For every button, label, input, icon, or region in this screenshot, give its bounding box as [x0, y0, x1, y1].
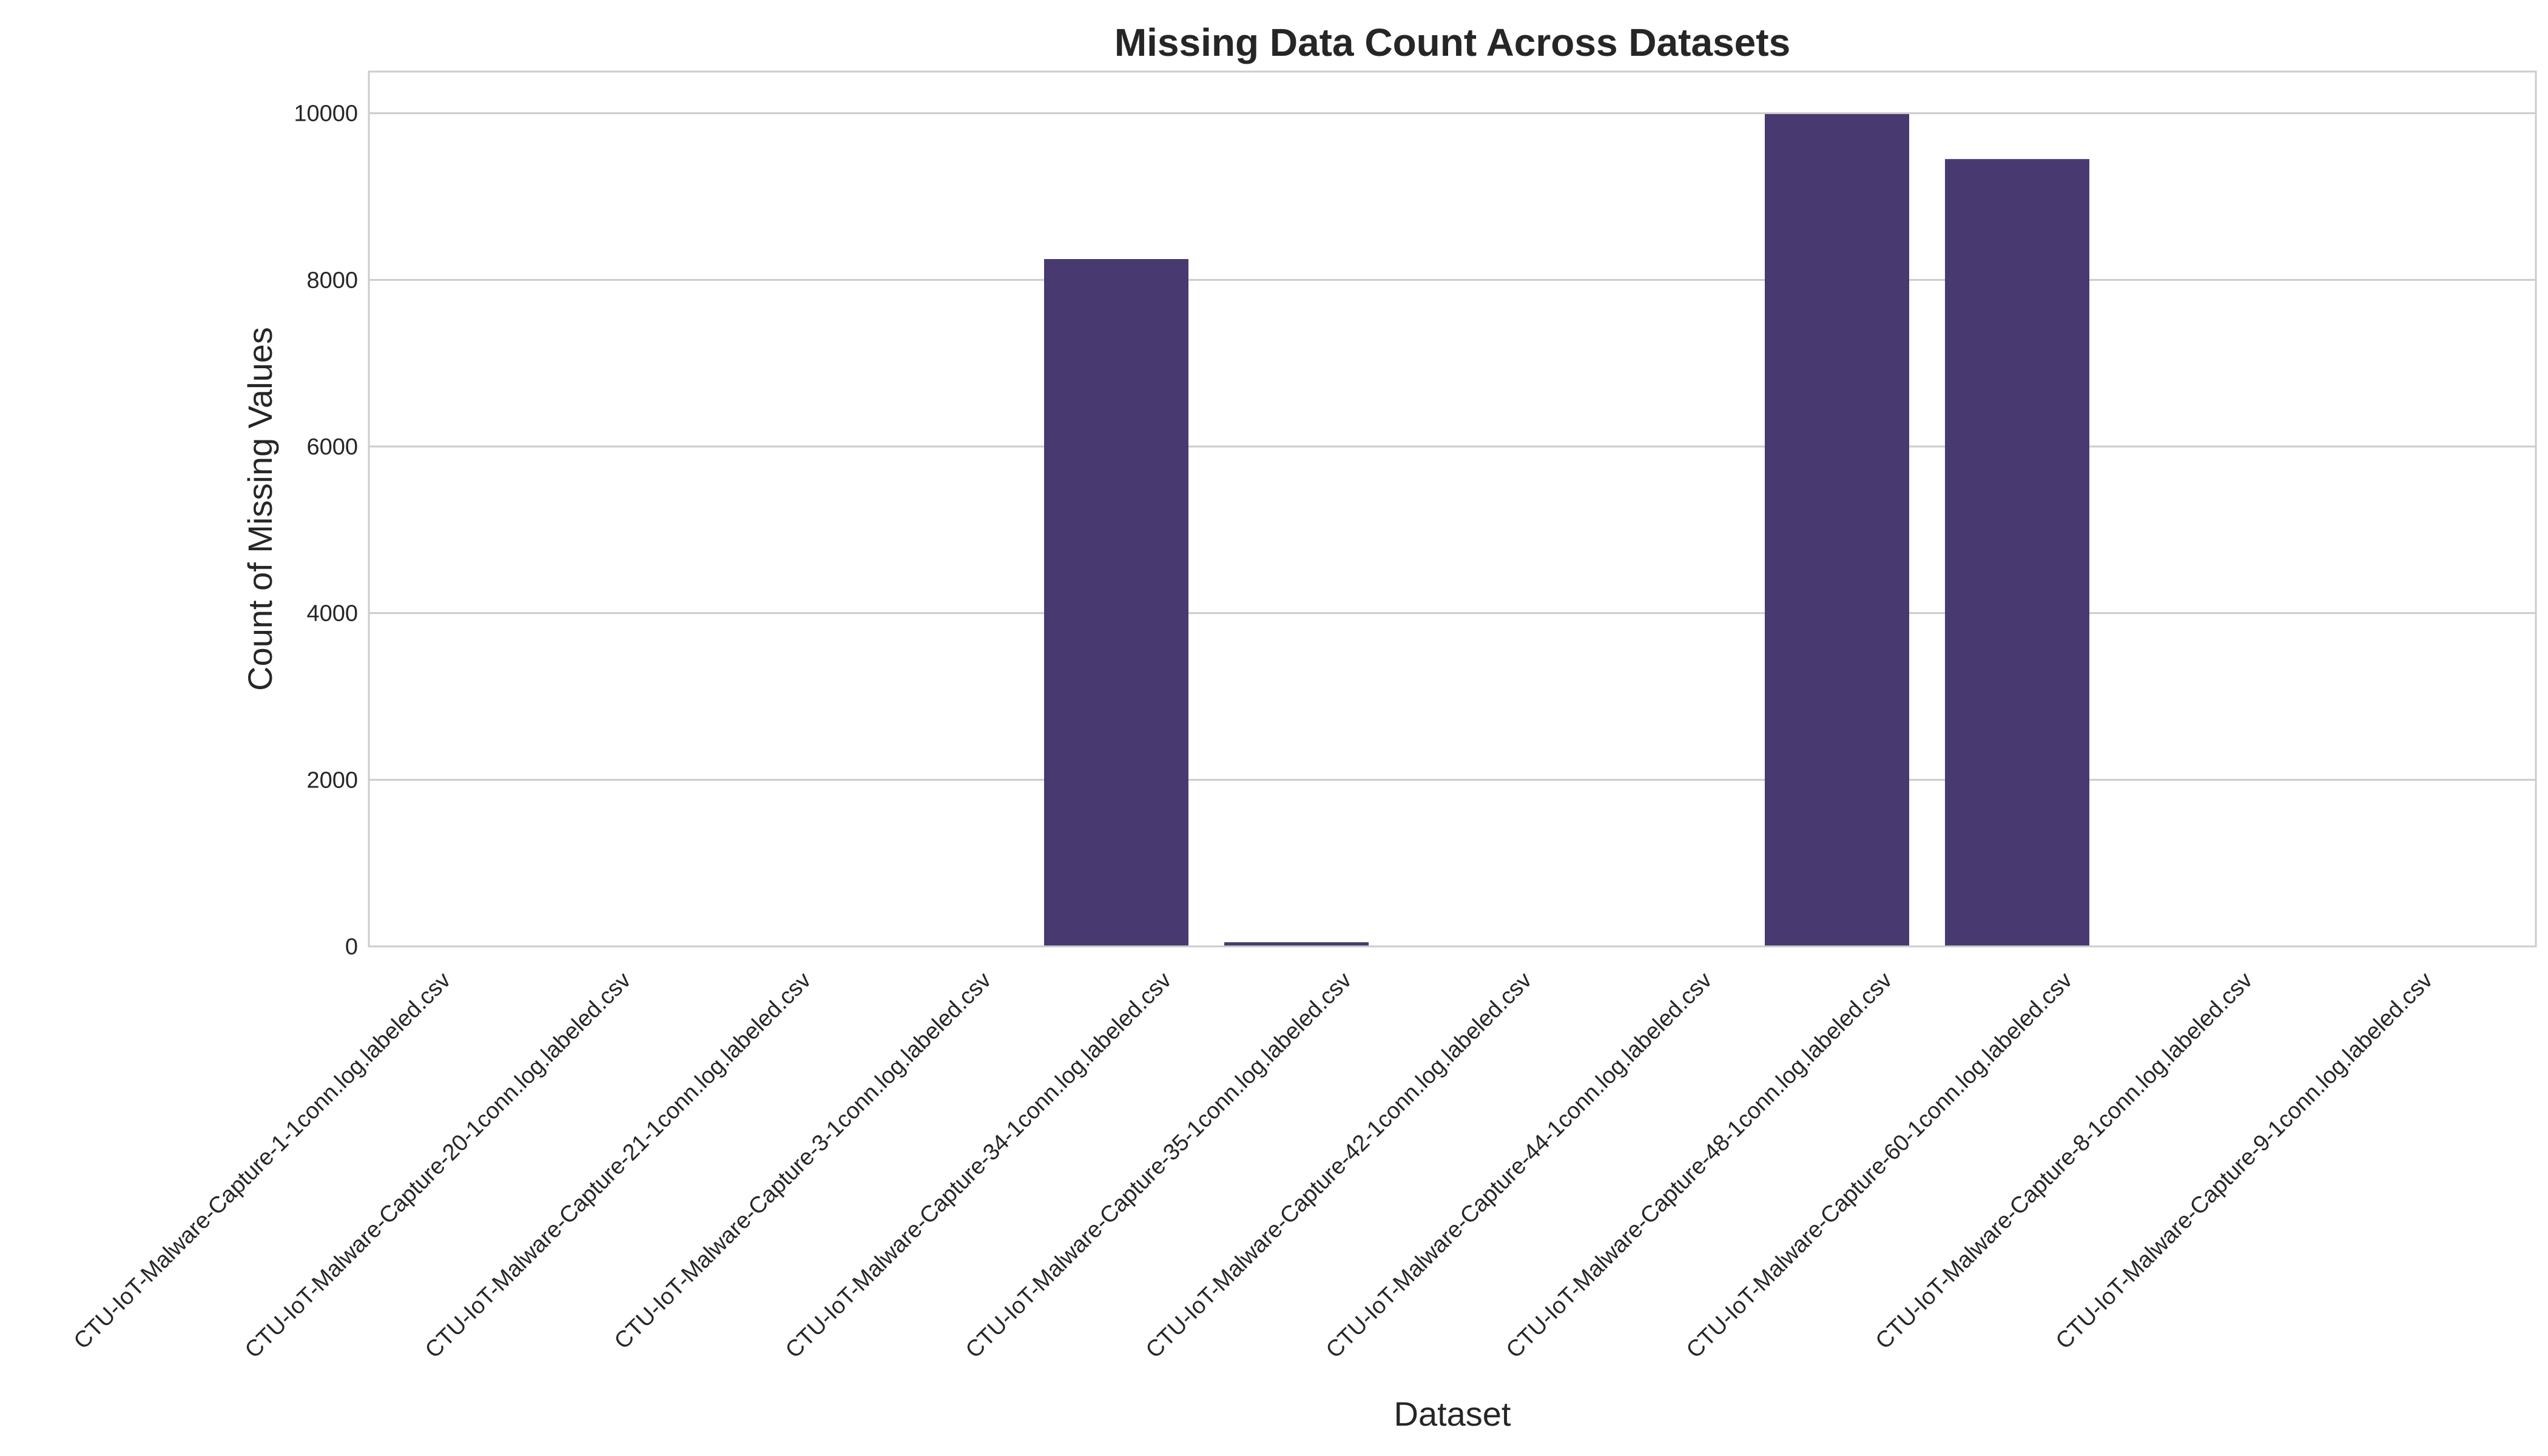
y-tick-label: 0 — [345, 934, 358, 960]
chart-title: Missing Data Count Across Datasets — [1114, 21, 1790, 64]
x-tick-label: CTU-IoT-Malware-Capture-48-1conn.log.lab… — [1502, 968, 1897, 1363]
bar — [1945, 159, 2089, 947]
x-tick-label: CTU-IoT-Malware-Capture-35-1conn.log.lab… — [961, 968, 1357, 1363]
x-tick-label: CTU-IoT-Malware-Capture-1-1conn.log.labe… — [69, 968, 456, 1355]
bar — [1765, 114, 1909, 946]
x-tick-label: CTU-IoT-Malware-Capture-3-1conn.log.labe… — [610, 968, 997, 1355]
x-tick-label: CTU-IoT-Malware-Capture-9-1conn.log.labe… — [2051, 968, 2438, 1355]
bar — [1044, 259, 1188, 946]
x-tick-label: CTU-IoT-Malware-Capture-42-1conn.log.lab… — [1141, 968, 1537, 1363]
x-tick-label: CTU-IoT-Malware-Capture-8-1conn.log.labe… — [1871, 968, 2258, 1355]
gridlines — [369, 112, 2536, 948]
y-tick-label: 4000 — [306, 601, 358, 627]
bar — [1224, 942, 1369, 946]
y-tick-labels: 0 2000 4000 6000 8000 10000 — [294, 101, 358, 960]
y-tick-label: 2000 — [306, 767, 358, 793]
x-tick-label: CTU-IoT-Malware-Capture-20-1conn.log.lab… — [240, 968, 636, 1363]
x-tick-label: CTU-IoT-Malware-Capture-44-1conn.log.lab… — [1321, 968, 1717, 1363]
bars — [1044, 114, 2089, 947]
x-axis-label: Dataset — [1394, 1395, 1511, 1433]
y-tick-label: 8000 — [306, 268, 358, 293]
x-tick-labels: CTU-IoT-Malware-Capture-1-1conn.log.labe… — [69, 968, 2438, 1363]
y-axis-label: Count of Missing Values — [241, 327, 279, 691]
plot-frame — [368, 70, 2537, 948]
x-tick-label: CTU-IoT-Malware-Capture-34-1conn.log.lab… — [781, 968, 1176, 1363]
x-tick-label: CTU-IoT-Malware-Capture-21-1conn.log.lab… — [420, 968, 816, 1363]
x-tick-label: CTU-IoT-Malware-Capture-60-1conn.log.lab… — [1682, 968, 2077, 1363]
y-tick-label: 6000 — [306, 434, 358, 460]
y-tick-label: 10000 — [294, 101, 358, 127]
